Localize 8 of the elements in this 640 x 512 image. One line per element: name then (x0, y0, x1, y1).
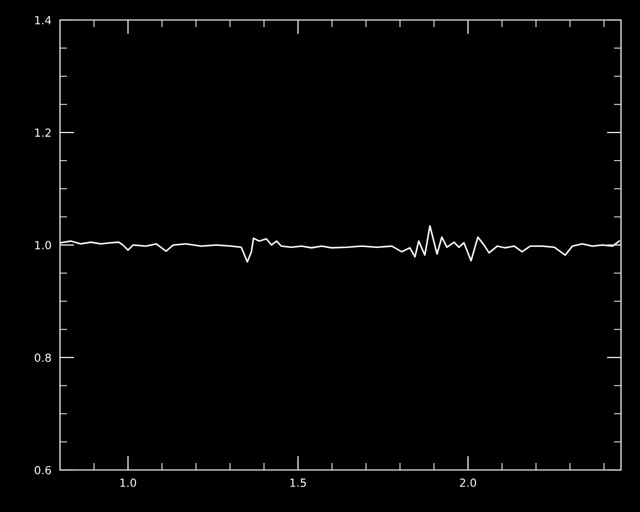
x-tick-label: 2.0 (460, 478, 476, 487)
x-tick-label: 1.0 (120, 478, 136, 487)
y-tick-label: 0.8 (34, 353, 51, 362)
y-tick-label: 0.6 (34, 466, 51, 474)
x-tick-label: 1.5 (290, 478, 306, 487)
y-tick-label: 1.2 (35, 128, 51, 137)
y-tick-label: 1.0 (35, 240, 51, 250)
y-tick-label: 1.4 (35, 16, 52, 24)
